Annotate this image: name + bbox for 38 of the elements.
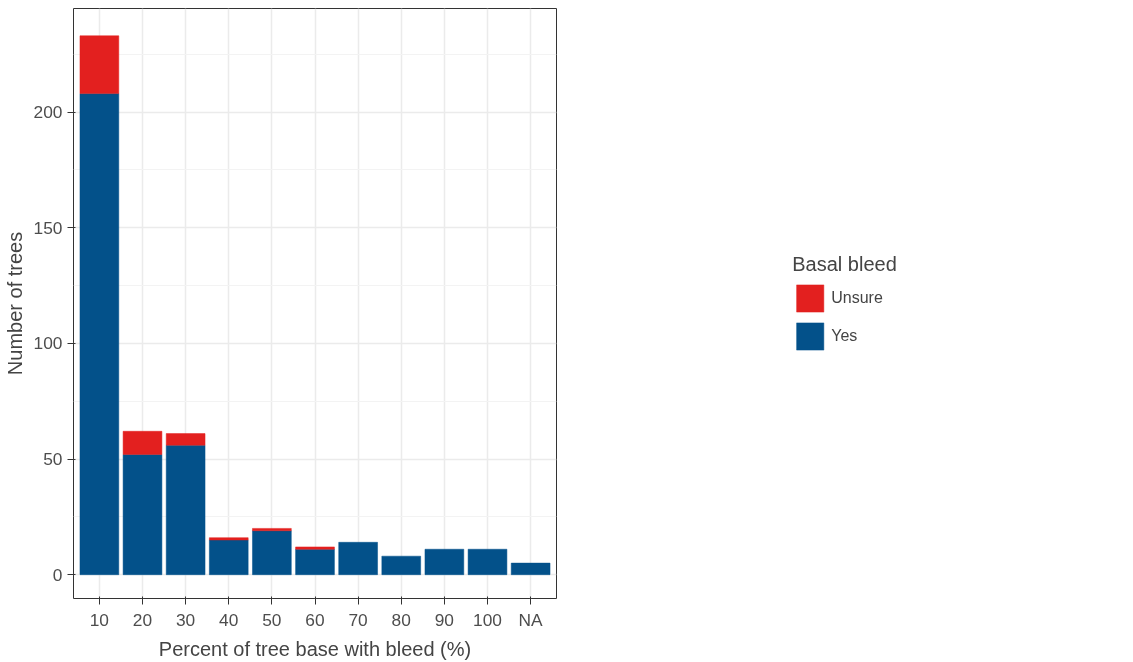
- bar: [165, 444, 206, 575]
- y-tick-label: 0: [52, 564, 63, 585]
- bar: [295, 546, 335, 550]
- y-tick-label: 150: [33, 217, 63, 238]
- bar: [295, 548, 335, 575]
- bar: [467, 548, 508, 575]
- y-axis-title: Number of trees: [3, 231, 26, 376]
- bar: [122, 454, 163, 575]
- y-tick-label: 200: [33, 102, 63, 123]
- x-tick-label: 40: [219, 609, 239, 630]
- bar: [252, 530, 292, 575]
- x-tick-label: 20: [132, 609, 153, 630]
- bar: [510, 562, 551, 575]
- x-tick-label: 80: [391, 609, 411, 630]
- bar: [122, 431, 163, 455]
- x-tick-label: 70: [348, 609, 368, 630]
- legend-title: Basal bleed: [792, 253, 897, 276]
- bar: [165, 433, 206, 446]
- bar: [209, 537, 249, 541]
- x-tick-label: NA: [518, 609, 544, 630]
- bar: [209, 539, 249, 575]
- x-tick-label: 50: [262, 609, 282, 630]
- x-tick-label: 10: [89, 609, 110, 630]
- x-tick-label: 100: [473, 609, 502, 630]
- y-tick-label: 50: [43, 449, 63, 470]
- bar: [79, 35, 120, 94]
- y-tick-label: 100: [33, 333, 63, 354]
- bar: [338, 542, 378, 575]
- x-axis-title: Percent of tree base with bleed (%): [158, 637, 472, 660]
- bar: [424, 548, 465, 575]
- legend-label: Unsure: [831, 289, 883, 307]
- bar: [381, 555, 421, 575]
- x-tick-label: 60: [305, 609, 325, 630]
- bar: [79, 93, 120, 575]
- x-tick-label: 90: [434, 609, 455, 630]
- x-tick-label: 30: [175, 609, 196, 630]
- legend-label: Yes: [831, 327, 858, 345]
- bar: [252, 528, 292, 531]
